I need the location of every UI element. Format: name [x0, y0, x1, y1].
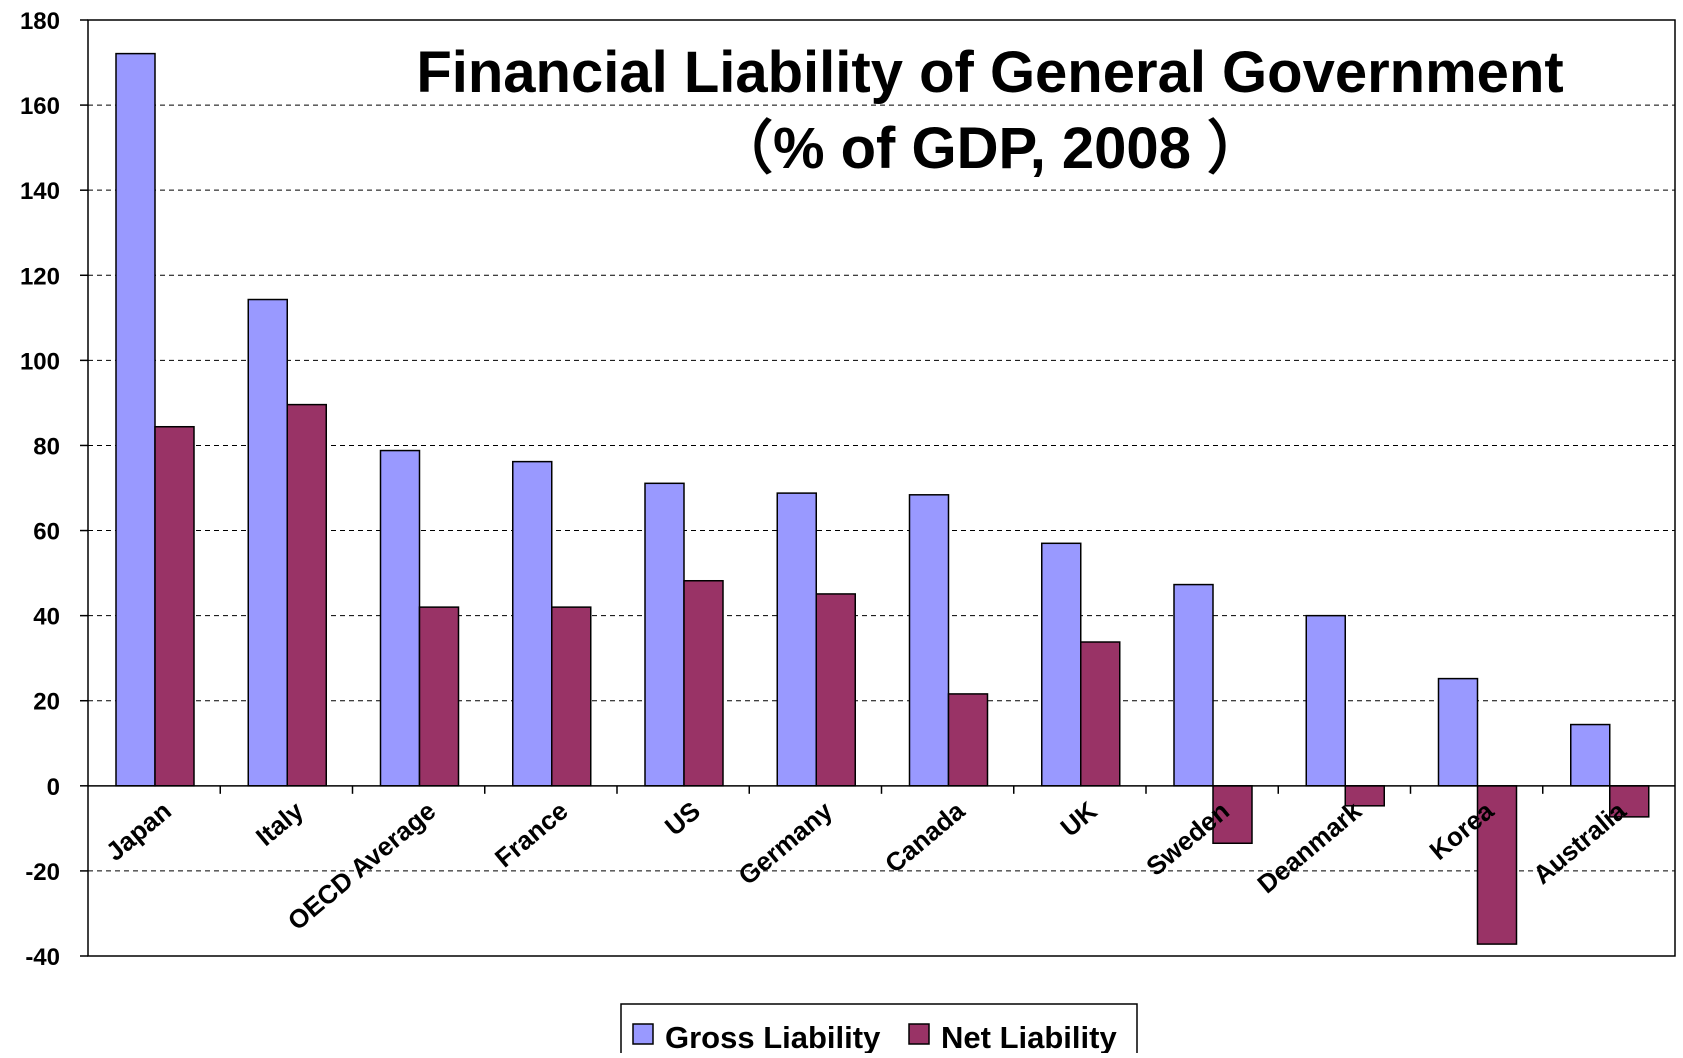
bar-net-germany — [815, 593, 856, 787]
bar-gross-canada — [908, 494, 950, 787]
y-tick-label: 120 — [20, 263, 60, 290]
bar-gross-italy — [247, 298, 288, 787]
bar-net-sweden — [1212, 785, 1253, 845]
category-label: Italy — [250, 795, 310, 852]
bar-gross-australia — [1570, 723, 1611, 787]
y-tick-label: 180 — [20, 8, 60, 35]
bar-gross-deanmark — [1305, 614, 1346, 787]
y-tick-label: -40 — [25, 944, 60, 971]
bar-gross-uk — [1041, 542, 1082, 787]
bar-net-italy — [286, 403, 327, 787]
bar-gross-us — [644, 482, 685, 787]
y-tick-label: 20 — [33, 689, 60, 716]
legend-swatch — [908, 1023, 930, 1045]
category-label: US — [659, 795, 706, 841]
bar-net-us — [683, 579, 724, 787]
category-label: UK — [1055, 795, 1103, 842]
legend-label: Gross Liability — [665, 1020, 881, 1053]
category-label: Japan — [100, 795, 177, 866]
bar-net-japan — [154, 425, 195, 787]
category-label: France — [489, 795, 574, 873]
legend: Gross Liability Net Liability — [620, 1003, 1138, 1057]
y-tick-label: 140 — [20, 178, 60, 205]
bar-net-uk — [1080, 641, 1121, 787]
category-label: Deanmark — [1252, 795, 1368, 899]
bar-gross-japan — [115, 52, 156, 787]
legend-swatch — [632, 1023, 654, 1045]
chart-title: Financial Liability of General Governmen… — [416, 40, 1563, 105]
bar-net-canada — [947, 693, 989, 787]
axes — [80, 19, 1676, 957]
chart-subtitle: （% of GDP, 2008 ） — [715, 116, 1265, 181]
legend-box — [620, 1003, 1138, 1057]
category-label: Germany — [732, 795, 838, 891]
y-tick-labels: 180 160 140 120 100 80 60 40 20 0 -20 -40 — [20, 8, 60, 971]
bar-net-australia — [1609, 785, 1650, 818]
bar-net-france — [551, 606, 592, 787]
bar-gross-oecd-average — [379, 449, 421, 787]
bar-gross-sweden — [1173, 583, 1214, 787]
bars — [115, 52, 1650, 945]
y-tick-label: 160 — [20, 93, 60, 120]
y-tick-label: 80 — [33, 433, 60, 460]
category-label: Canada — [879, 795, 971, 879]
y-tick-label: 100 — [20, 348, 60, 375]
bar-net-oecd-average — [418, 606, 460, 787]
y-tick-label: -20 — [25, 859, 60, 886]
y-tick-label: 40 — [33, 604, 60, 631]
category-label: Australia — [1527, 795, 1632, 890]
bar-gross-germany — [776, 492, 817, 787]
bar-gross-korea — [1437, 677, 1479, 787]
plot-border — [87, 19, 1676, 957]
y-tick-label: 60 — [33, 519, 60, 546]
bar-gross-france — [512, 460, 553, 787]
y-tick-label: 0 — [47, 774, 60, 801]
bar-net-korea — [1476, 785, 1518, 945]
legend-label: Net Liability — [941, 1020, 1117, 1053]
